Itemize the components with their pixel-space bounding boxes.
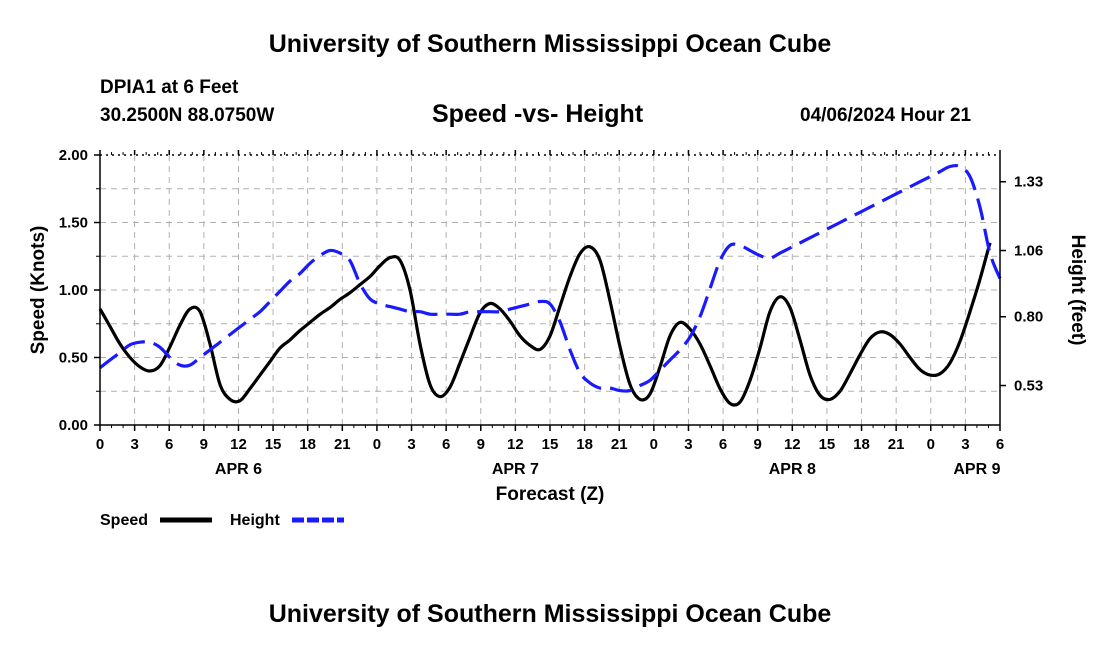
height-series-line (99, 163, 1002, 393)
x-tick-label: 0 (927, 436, 935, 453)
speed-series-line (98, 242, 992, 407)
y-left-tick-label: 2.00 (59, 147, 88, 164)
x-tick-label: 3 (407, 436, 415, 453)
x-tick-label: 15 (542, 436, 559, 453)
legend: Speed Height (100, 512, 344, 529)
date-label: APR 6 (215, 461, 262, 478)
x-tick-label: 21 (888, 436, 905, 453)
x-tick-label: 0 (96, 436, 104, 453)
y-left-tick-label: 0.50 (59, 350, 88, 367)
x-axis-title: Forecast (Z) (496, 484, 605, 505)
station-label: DPIA1 at 6 Feet (100, 77, 239, 98)
x-tick-label: 3 (961, 436, 969, 453)
y-right-tick-label: 1.06 (1014, 243, 1043, 260)
date-label: APR 9 (953, 461, 1000, 478)
x-tick-label: 12 (230, 436, 247, 453)
axes: 0 3 6 9 12 15 18 21 0 3 6 9 12 15 18 21 0 3 6 9 12 15 18 21 0 3 6 A… (28, 147, 1088, 505)
x-tick-label: 6 (165, 436, 173, 453)
station-coordinates: 30.2500N 88.0750W (100, 105, 275, 126)
series-lines (98, 163, 1002, 407)
y-left-tick-label: 0.00 (59, 417, 88, 434)
grid-lines (100, 155, 1000, 425)
y-right-tick-label: 0.53 (1014, 378, 1043, 395)
x-tick-label: 6 (442, 436, 450, 453)
x-tick-label: 21 (334, 436, 351, 453)
x-tick-label: 21 (611, 436, 628, 453)
legend-label-height: Height (230, 512, 280, 529)
x-tick-label: 0 (650, 436, 658, 453)
chart-subtitle: Speed -vs- Height (432, 100, 644, 128)
x-tick-label: 0 (373, 436, 381, 453)
legend-label-speed: Speed (100, 512, 148, 529)
y-left-axis-title: Speed (Knots) (28, 226, 49, 355)
y-left-tick-label: 1.00 (59, 282, 88, 299)
forecast-datetime: 04/06/2024 Hour 21 (800, 105, 972, 126)
date-label: APR 7 (492, 461, 539, 478)
y-right-tick-label: 1.33 (1014, 174, 1043, 191)
x-tick-label: 15 (819, 436, 836, 453)
x-tick-label: 3 (684, 436, 692, 453)
x-tick-label: 18 (299, 436, 316, 453)
chart-title: University of Southern Mississippi Ocean… (268, 30, 832, 58)
date-label: APR 8 (769, 461, 816, 478)
y-right-axis-title: Height (feet) (1067, 235, 1088, 346)
x-tick-label: 6 (996, 436, 1004, 453)
y-right-tick-label: 0.80 (1014, 309, 1043, 326)
x-tick-label: 6 (719, 436, 727, 453)
x-tick-label: 3 (130, 436, 138, 453)
y-left-tick-label: 1.50 (59, 215, 88, 232)
x-tick-label: 9 (200, 436, 208, 453)
x-tick-label: 15 (265, 436, 282, 453)
x-tick-label: 18 (576, 436, 593, 453)
x-tick-label: 9 (477, 436, 485, 453)
x-tick-label: 18 (853, 436, 870, 453)
x-tick-label: 12 (507, 436, 524, 453)
x-tick-label: 12 (784, 436, 801, 453)
footer-title: University of Southern Mississippi Ocean… (268, 600, 832, 628)
x-tick-label: 9 (754, 436, 762, 453)
